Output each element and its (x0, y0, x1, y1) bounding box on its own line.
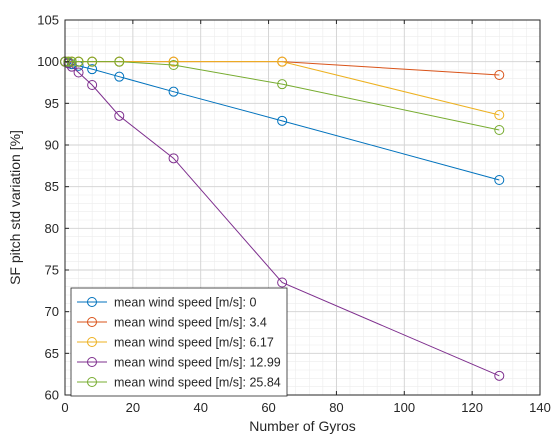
data-point (87, 56, 98, 67)
axes-box (64, 19, 541, 396)
series-layer (60, 56, 505, 381)
y-tick-label: 105 (37, 13, 59, 28)
y-tick-label: 75 (45, 263, 59, 278)
legend-marker (87, 357, 97, 367)
legend-item: mean wind speed [m/s]: 6.17 (77, 336, 274, 350)
x-tick-label: 20 (126, 400, 140, 415)
y-tick-label: 65 (45, 346, 59, 361)
data-point (114, 110, 125, 121)
data-point (277, 79, 288, 90)
x-axis-label: Number of Gyros (249, 418, 356, 434)
legend-item: mean wind speed [m/s]: 12.99 (77, 356, 281, 370)
x-tick-label: 120 (461, 400, 483, 415)
data-point (494, 125, 505, 135)
y-tick-label: 60 (45, 388, 59, 403)
x-tick-label: 60 (261, 400, 275, 415)
grid (64, 19, 541, 396)
y-tick-label: 90 (45, 138, 59, 153)
y-axis-label: SF pitch std variation [%] (7, 130, 23, 285)
legend-marker (87, 317, 97, 327)
legend-item: mean wind speed [m/s]: 3.4 (77, 316, 267, 330)
legend-marker (87, 377, 97, 387)
legend-item: mean wind speed [m/s]: 0 (77, 296, 256, 310)
legend-label: mean wind speed [m/s]: 0 (114, 296, 256, 310)
data-point (494, 110, 505, 120)
data-point (63, 56, 74, 67)
data-point (114, 71, 125, 82)
y-tick-label: 70 (45, 304, 59, 319)
x-tick-label: 140 (529, 400, 551, 415)
data-point (277, 56, 288, 67)
data-point (494, 70, 505, 80)
data-point (494, 370, 505, 381)
data-point (494, 175, 505, 185)
data-point (277, 115, 288, 126)
data-point (73, 67, 84, 78)
x-tick-label: 40 (193, 400, 207, 415)
legend-label: mean wind speed [m/s]: 12.99 (114, 356, 281, 370)
x-tick-label: 100 (393, 400, 415, 415)
data-point (114, 56, 125, 67)
legend-marker (87, 337, 97, 347)
x-tick-label: 80 (329, 400, 343, 415)
legend-label: mean wind speed [m/s]: 25.84 (114, 376, 281, 390)
legend-item: mean wind speed [m/s]: 25.84 (77, 376, 281, 390)
y-tick-label: 100 (37, 54, 59, 69)
y-tick-label: 85 (45, 179, 59, 194)
series-line (64, 61, 500, 377)
data-point (73, 56, 84, 67)
y-tick-label: 95 (45, 96, 59, 111)
x-tick-label: 0 (61, 400, 68, 415)
data-point (168, 60, 179, 70)
data-point (168, 86, 179, 97)
legend-marker (87, 297, 97, 307)
y-tick-label: 80 (45, 221, 59, 236)
tick-labels: 0 20 40 60 80 100 120 140 60 65 70 75 80 85 90 95 100 105 (37, 13, 551, 416)
data-point (87, 64, 98, 75)
data-point (87, 80, 98, 90)
data-point (168, 153, 179, 164)
legend: mean wind speed [m/s]: 0 mean wind speed … (70, 287, 288, 397)
legend-label: mean wind speed [m/s]: 3.4 (114, 316, 267, 330)
series-4 (60, 56, 505, 135)
data-point (277, 277, 288, 288)
data-point (168, 56, 179, 67)
legend-label: mean wind speed [m/s]: 6.17 (114, 336, 274, 350)
